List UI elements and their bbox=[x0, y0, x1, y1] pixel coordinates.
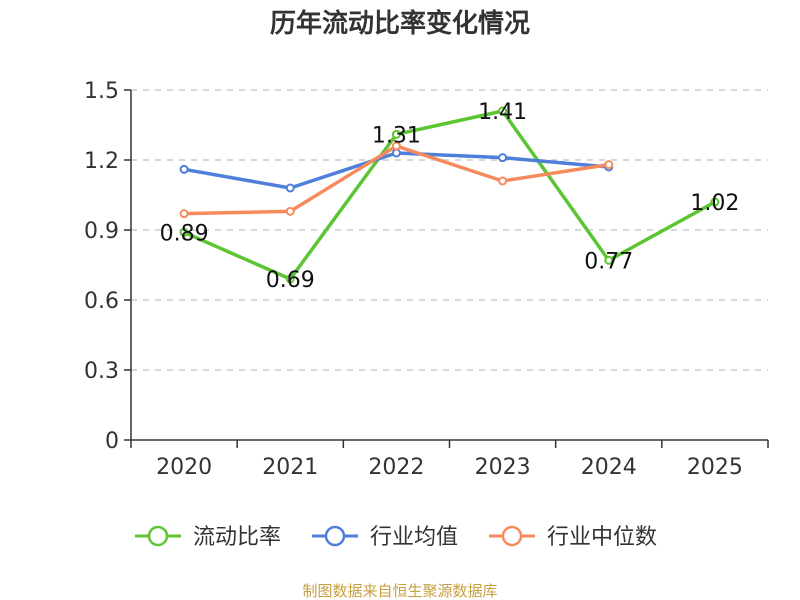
x-tick-label: 2021 bbox=[262, 455, 318, 480]
data-point bbox=[391, 129, 401, 139]
data-point bbox=[285, 206, 295, 216]
data-point bbox=[391, 148, 401, 158]
data-point bbox=[285, 183, 295, 193]
series-layer bbox=[179, 106, 720, 284]
data-labels: 0.89 0.69 1.31 1.41 0.77 1.02 bbox=[160, 100, 740, 293]
data-point bbox=[391, 141, 401, 151]
x-tick-label: 2025 bbox=[687, 455, 743, 480]
series-line-0 bbox=[183, 109, 716, 281]
data-label: 1.41 bbox=[478, 100, 527, 125]
data-point bbox=[498, 106, 508, 116]
x-tick-label: 2024 bbox=[581, 455, 637, 480]
data-point bbox=[179, 227, 189, 237]
data-label: 0.69 bbox=[266, 268, 315, 293]
legend-label: 行业均值 bbox=[370, 525, 458, 550]
data-label: 0.89 bbox=[160, 221, 209, 246]
data-label: 1.31 bbox=[372, 123, 421, 148]
data-point bbox=[498, 153, 508, 163]
grid-lines bbox=[131, 89, 768, 371]
data-point bbox=[179, 209, 189, 219]
x-tick-label: 2023 bbox=[475, 455, 531, 480]
data-label: 1.02 bbox=[690, 191, 739, 216]
data-point bbox=[604, 255, 614, 265]
legend-label: 行业中位数 bbox=[547, 525, 657, 550]
data-point bbox=[285, 274, 295, 284]
y-tick-label: 0.9 bbox=[84, 219, 119, 244]
axes: 0 0.3 0.6 0.9 1.2 1.5 2020 2021 2022 2023 2024 2025 bbox=[84, 79, 769, 480]
y-tick-label: 1.5 bbox=[84, 79, 119, 104]
legend: 流动比率 行业均值 行业中位数 bbox=[135, 525, 657, 550]
data-point bbox=[710, 197, 720, 207]
legend-label: 流动比率 bbox=[193, 525, 281, 550]
y-tick-label: 1.2 bbox=[84, 149, 119, 174]
y-tick-label: 0.6 bbox=[84, 289, 119, 314]
chart-title: 历年流动比率变化情况 bbox=[270, 8, 530, 39]
data-point bbox=[179, 164, 189, 174]
x-tick-label: 2022 bbox=[368, 455, 424, 480]
source-note: 制图数据来自恒生聚源数据库 bbox=[302, 582, 497, 600]
data-point bbox=[498, 176, 508, 186]
data-point bbox=[604, 160, 614, 170]
y-tick-label: 0 bbox=[105, 429, 119, 454]
x-tick-label: 2020 bbox=[156, 455, 212, 480]
y-tick-label: 0.3 bbox=[84, 359, 119, 384]
legend-marker bbox=[147, 525, 169, 547]
data-label: 0.77 bbox=[584, 249, 633, 274]
legend-marker bbox=[501, 525, 523, 547]
legend-marker bbox=[324, 525, 346, 547]
